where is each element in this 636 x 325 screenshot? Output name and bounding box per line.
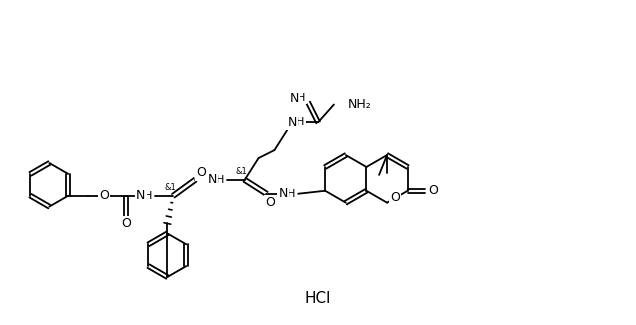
Text: N: N bbox=[207, 173, 217, 186]
Text: O: O bbox=[429, 184, 438, 197]
Text: O: O bbox=[265, 196, 275, 209]
Text: &1: &1 bbox=[165, 183, 176, 192]
Text: O: O bbox=[99, 189, 109, 202]
Text: N: N bbox=[289, 92, 299, 105]
Text: H: H bbox=[216, 175, 224, 185]
Text: N: N bbox=[136, 189, 145, 202]
Text: O: O bbox=[121, 217, 130, 230]
Text: N: N bbox=[287, 116, 297, 129]
Text: H: H bbox=[297, 93, 305, 103]
Text: O: O bbox=[390, 191, 400, 204]
Text: &1: &1 bbox=[236, 167, 247, 176]
Text: H: H bbox=[296, 117, 305, 127]
Text: H: H bbox=[287, 189, 296, 199]
Text: H: H bbox=[144, 191, 153, 201]
Text: NH₂: NH₂ bbox=[348, 98, 371, 111]
Text: HCl: HCl bbox=[305, 291, 331, 306]
Text: N: N bbox=[279, 187, 288, 200]
Text: O: O bbox=[196, 166, 206, 179]
